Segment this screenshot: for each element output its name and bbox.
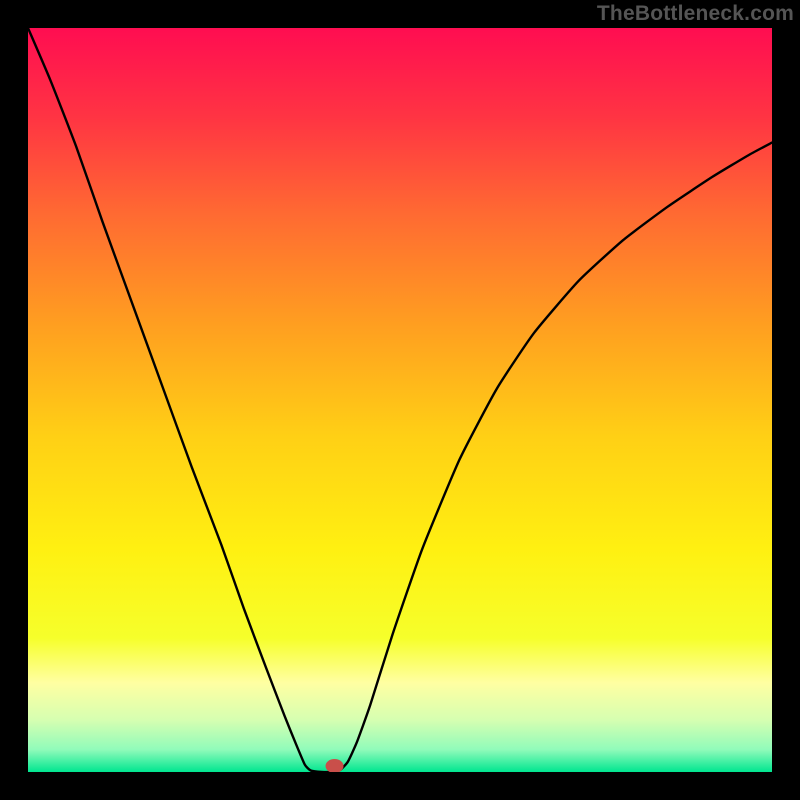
chart-svg — [28, 28, 772, 772]
plot-area — [28, 28, 772, 772]
gradient-bg — [28, 28, 772, 772]
watermark-text: TheBottleneck.com — [597, 2, 794, 26]
frame: TheBottleneck.com — [0, 0, 800, 800]
